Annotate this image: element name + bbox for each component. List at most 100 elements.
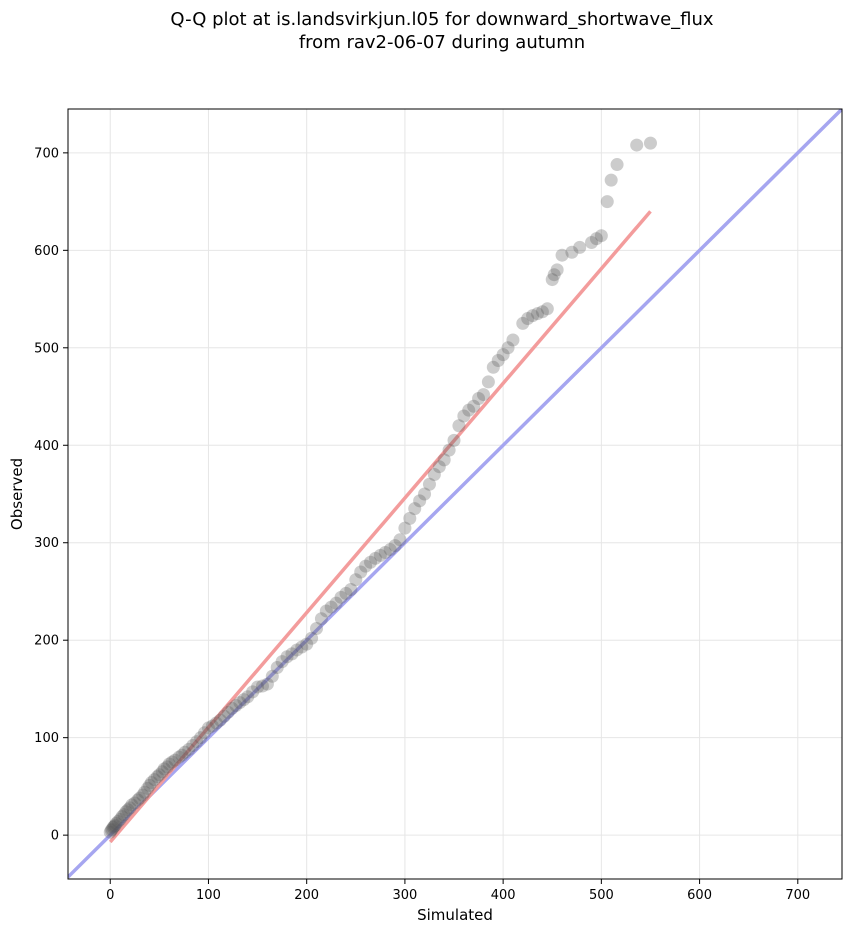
data-point [152,768,166,782]
data-point [565,245,579,259]
y-axis-label: Observed [8,458,26,530]
data-point [364,555,378,569]
data-point [476,388,490,402]
y-tick-label: 300 [34,536,59,551]
data-point [128,796,142,810]
data-point [157,762,171,776]
data-point [585,236,599,250]
data-point [109,816,123,830]
data-point [545,273,559,287]
data-point [368,551,382,565]
data-point [594,229,608,243]
data-point [314,612,328,626]
data-point [265,669,279,683]
data-point [486,360,500,374]
x-tick-label: 200 [294,888,319,903]
data-point [190,735,204,749]
data-point [319,604,333,618]
x-tick-label: 700 [785,888,810,903]
x-tick-label: 100 [196,888,221,903]
data-point [144,776,158,790]
data-point [182,742,196,756]
x-tick-label: 300 [392,888,417,903]
x-tick-label: 500 [589,888,614,903]
data-point [104,823,118,837]
data-point [229,699,243,713]
data-point [175,748,189,762]
y-axis-ticks: 0 100 200 300 400 500 600 700 [34,146,68,844]
data-point [573,240,587,254]
data-point [354,565,368,579]
data-point [251,680,265,694]
data-point [138,785,152,799]
data-point [150,770,164,784]
data-point [373,548,387,562]
data-point [119,805,133,819]
data-point [462,403,476,417]
data-point [194,731,208,745]
data-points [103,136,657,839]
data-point [113,813,127,827]
data-point [237,693,251,707]
data-point [280,650,294,664]
chart-title: Q-Q plot at is.landsvirkjun.l05 for down… [170,9,714,30]
data-point [155,765,169,779]
data-point [344,583,358,597]
data-point [103,825,117,839]
y-tick-label: 0 [51,829,59,844]
data-point [339,586,353,600]
data-point [221,705,235,719]
data-point [270,660,284,674]
data-point [535,305,549,319]
data-point [388,539,402,553]
data-point [383,543,397,557]
data-point [111,814,125,828]
y-tick-label: 700 [34,146,59,161]
data-point [213,713,227,727]
data-point [260,677,274,691]
data-point [472,391,486,405]
chart-subtitle: from rav2-06-07 during autumn [299,32,585,53]
data-point [108,818,122,832]
data-point [133,791,147,805]
data-point [437,453,451,467]
data-point [165,755,179,769]
data-point [115,810,129,824]
data-point [121,803,135,817]
data-point [106,820,120,834]
data-point [447,433,461,447]
data-point [643,136,657,150]
data-point [246,685,260,699]
data-point [295,640,309,654]
data-point [285,647,299,661]
data-point [491,353,505,367]
data-point [305,631,319,645]
data-point [205,719,219,733]
fit-line [108,210,652,844]
x-axis-label: Simulated [417,906,493,924]
reference-lines [68,109,842,879]
data-point [198,726,212,740]
data-point [555,248,569,262]
data-point [481,375,495,389]
data-point [178,745,192,759]
data-point [516,316,530,330]
data-point [427,468,441,482]
data-point [160,760,174,774]
data-point [123,801,137,815]
data-point [275,655,289,669]
y-tick-label: 400 [34,439,59,454]
data-point [136,788,150,802]
x-tick-label: 600 [687,888,712,903]
data-point [467,399,481,413]
data-point [452,419,466,433]
data-point [233,696,247,710]
data-point [217,709,231,723]
data-point [141,781,155,795]
identity-line [68,109,842,879]
data-point [398,521,412,535]
data-point [432,460,446,474]
data-point [201,721,215,735]
data-point [131,793,145,807]
